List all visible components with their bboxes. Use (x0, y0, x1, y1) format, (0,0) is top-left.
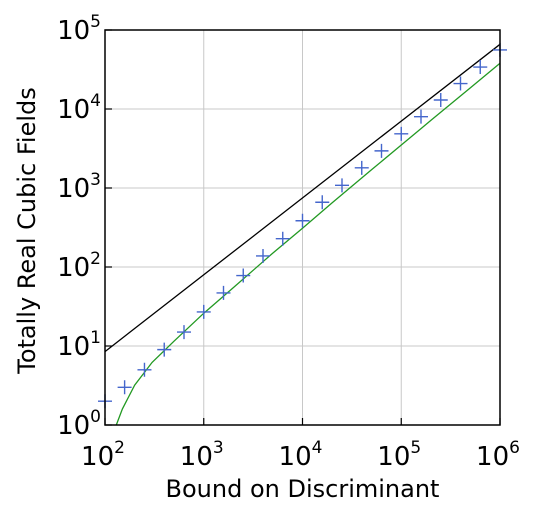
series-line-1 (104, 43, 501, 353)
x-tick-label: 104 (279, 438, 323, 472)
data-point (374, 143, 389, 158)
x-axis-label: Bound on Discriminant (166, 475, 440, 503)
data-point (196, 304, 211, 319)
y-tick-label: 102 (57, 249, 101, 283)
y-tick-label: 105 (57, 12, 101, 46)
data-point (433, 92, 448, 107)
data-point (137, 362, 152, 377)
data-point (117, 380, 132, 395)
data-point (157, 342, 172, 357)
y-ticks: 100 101 102 103 104 105 (57, 12, 112, 441)
data-point (236, 268, 251, 283)
data-point (473, 60, 488, 75)
data-point (414, 109, 428, 124)
x-tick-label: 102 (81, 438, 125, 472)
series-line-2 (115, 62, 501, 426)
data-point (177, 325, 192, 340)
data-point (354, 160, 369, 175)
series-lines (104, 43, 501, 426)
x-ticks: 102 103 104 105 106 (81, 418, 520, 472)
x-tick-label: 103 (180, 438, 224, 472)
data-point (216, 285, 231, 300)
y-tick-label: 104 (57, 91, 101, 125)
data-point (295, 213, 310, 228)
x-tick-label: 105 (377, 438, 421, 472)
data-point (394, 126, 409, 141)
data-point (315, 195, 330, 210)
y-tick-label: 101 (57, 328, 101, 362)
data-point (275, 231, 290, 246)
data-point (453, 76, 468, 91)
data-point (335, 178, 349, 193)
y-axis-label: Totally Real Cubic Fields (13, 87, 41, 375)
y-tick-label: 100 (57, 407, 101, 441)
y-tick-label: 103 (57, 170, 101, 204)
x-tick-label: 106 (476, 438, 520, 472)
data-point (255, 248, 270, 263)
